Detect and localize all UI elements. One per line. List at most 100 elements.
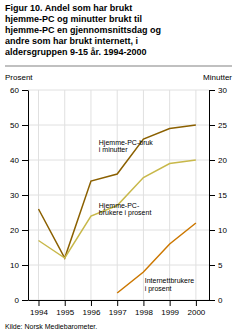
annotations: Hjemme-PC-bruki minutter Hjemme-PC-bruker…	[99, 139, 194, 293]
grid-line	[28, 195, 209, 196]
tick: 50	[10, 121, 28, 130]
tick: 1994	[30, 300, 48, 317]
tick-label: 10	[10, 261, 19, 270]
tick-mark	[209, 90, 215, 91]
title-line: hjemme-PC og minutter brukt til	[5, 14, 142, 24]
plot-area	[38, 125, 195, 293]
grid-line	[28, 265, 209, 266]
tick: 1998	[135, 300, 153, 317]
tick-mark	[22, 125, 28, 126]
tick-label: 1998	[135, 308, 153, 317]
grid-line	[117, 90, 118, 300]
tick-label: 1994	[30, 308, 48, 317]
tick-mark	[117, 300, 118, 306]
annotation: Internettbrukerei prosent	[145, 277, 195, 293]
grid-line	[28, 125, 209, 126]
tick-label: 30	[10, 191, 19, 200]
grid-line	[90, 90, 91, 300]
tick: 25	[209, 121, 227, 130]
tick-mark	[209, 195, 215, 196]
tick-label: 20	[218, 156, 227, 165]
annotation-line: i minutter	[99, 146, 128, 153]
tick: 2000	[187, 300, 205, 317]
tick: 60	[10, 86, 28, 95]
tick-mark	[22, 300, 28, 301]
series-line	[117, 223, 196, 293]
tick-mark	[22, 90, 28, 91]
tick-mark	[209, 230, 215, 231]
tick: 20	[209, 156, 227, 165]
annotation-line: brukere i prosent	[99, 209, 152, 217]
tick-label: 0	[15, 296, 20, 305]
tick-mark	[209, 300, 215, 301]
tick: 15	[209, 191, 227, 200]
annotation-line: i prosent	[145, 285, 172, 293]
tick-label: 1995	[56, 308, 74, 317]
tick-label: 10	[218, 226, 227, 235]
grid-line	[143, 90, 144, 300]
title-line: aldersgruppen 9-15 år. 1994-2000	[5, 47, 147, 57]
tick-mark	[65, 300, 66, 306]
annotation: Hjemme-PC-brukere i prosent	[99, 202, 152, 218]
tick-mark	[22, 230, 28, 231]
title-line: hjemme-PC en gjennomsnittsdag og	[5, 25, 161, 35]
grid-line	[28, 160, 209, 161]
tick: 40	[10, 156, 28, 165]
grid	[28, 90, 209, 300]
tick: 0	[15, 296, 28, 305]
tick-label: 25	[218, 121, 227, 130]
tick: 0	[209, 296, 223, 305]
grid-line	[195, 90, 196, 300]
tick-label: 2000	[187, 308, 205, 317]
tick-label: 1997	[109, 308, 127, 317]
tick: 10	[209, 226, 227, 235]
tick: 5	[209, 261, 223, 270]
title-line: andre som har brukt internett, i	[5, 36, 138, 46]
tick: 1999	[161, 300, 179, 317]
tick-label: 20	[10, 226, 19, 235]
tick-mark	[170, 300, 171, 306]
axis-line	[28, 91, 29, 301]
grid-line	[64, 90, 65, 300]
y-axis: 0 10 20 30 40 50 60	[10, 86, 28, 305]
tick-label: 0	[218, 296, 223, 305]
tick-mark	[22, 265, 28, 266]
grid-line	[28, 300, 209, 301]
tick-label: 5	[218, 261, 223, 270]
tick: 1997	[109, 300, 127, 317]
tick: 30	[209, 86, 227, 95]
tick-mark	[209, 125, 215, 126]
tick: 1995	[56, 300, 74, 317]
annotation: Hjemme-PC-bruki minutter	[99, 139, 154, 154]
tick-label: 15	[218, 191, 227, 200]
tick-label: 30	[218, 86, 227, 95]
tick-mark	[22, 195, 28, 196]
annotation-line: Internettbrukere	[145, 277, 195, 284]
title: Figur 10. Andel som har brukthjemme-PC o…	[5, 3, 161, 57]
tick: 30	[10, 191, 28, 200]
chart: Figur 10. Andel som har brukthjemme-PC o…	[0, 0, 237, 333]
grid-line	[28, 230, 209, 231]
source: Kilde: Norsk Mediebarometer.	[5, 323, 97, 330]
y2-axis: 0 5 10 15 20 25 30	[209, 86, 227, 305]
tick: 1996	[83, 300, 101, 317]
tick: 10	[10, 261, 28, 270]
y-axis-title: Prosent	[5, 73, 33, 82]
y2-axis-title: Minutter	[203, 73, 232, 82]
grid-line	[38, 90, 39, 300]
title-line: Figur 10. Andel som har brukt	[5, 3, 132, 13]
series-line	[38, 160, 195, 258]
tick-mark	[209, 265, 215, 266]
axis-line	[29, 300, 210, 301]
grid-line	[28, 90, 209, 91]
tick-mark	[196, 300, 197, 306]
tick-mark	[209, 160, 215, 161]
tick-label: 60	[10, 86, 19, 95]
tick-label: 50	[10, 121, 19, 130]
tick-mark	[38, 300, 39, 306]
tick: 20	[10, 226, 28, 235]
tick-mark	[91, 300, 92, 306]
tick-mark	[143, 300, 144, 306]
series-line	[38, 125, 195, 258]
x-axis: 1994 1995 1996 1997 1998 1999 2000	[29, 300, 210, 317]
